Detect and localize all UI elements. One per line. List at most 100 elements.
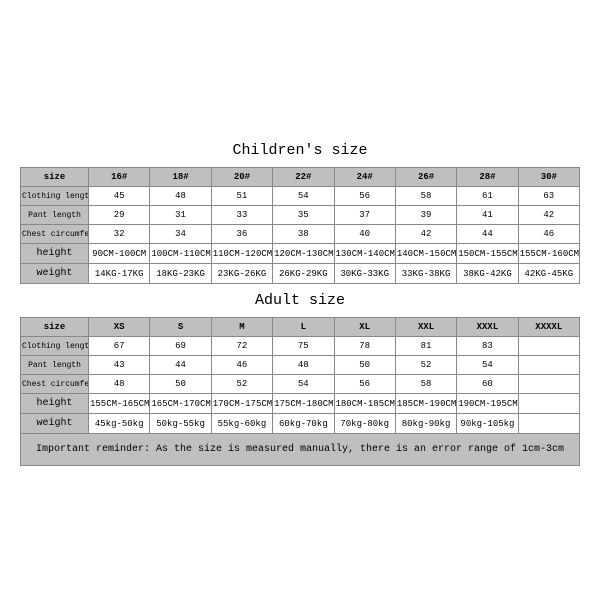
- data-cell: 67: [89, 337, 150, 356]
- data-cell: [518, 394, 579, 414]
- data-cell: 36: [211, 225, 272, 244]
- table-row: height155CM-165CM165CM-170CM170CM-175CM1…: [21, 394, 580, 414]
- data-cell: 61: [457, 187, 518, 206]
- data-cell: 48: [89, 375, 150, 394]
- table-row: Chest circumference 1/23234363840424446: [21, 225, 580, 244]
- table-row: Clothing length4548515456586163: [21, 187, 580, 206]
- data-cell: 120CM-130CM: [273, 244, 334, 264]
- row-label: weight: [21, 264, 89, 284]
- data-cell: 46: [518, 225, 579, 244]
- data-cell: 175CM-180CM: [273, 394, 334, 414]
- data-cell: 42KG-45KG: [518, 264, 579, 284]
- header-cell: XS: [89, 318, 150, 337]
- data-cell: 50: [150, 375, 211, 394]
- data-cell: 26KG-29KG: [273, 264, 334, 284]
- data-cell: 70kg-80kg: [334, 414, 395, 434]
- data-cell: 180CM-185CM: [334, 394, 395, 414]
- table-row: Pant length43444648505254: [21, 356, 580, 375]
- data-cell: 58: [395, 187, 456, 206]
- data-cell: 60: [457, 375, 518, 394]
- adult-table: size XS S M L XL XXL XXXL XXXXL Clothing…: [20, 317, 580, 434]
- data-cell: [518, 375, 579, 394]
- data-cell: 29: [89, 206, 150, 225]
- data-cell: 52: [395, 356, 456, 375]
- header-cell: XL: [334, 318, 395, 337]
- table-row: Chest circumference 1/248505254565860: [21, 375, 580, 394]
- row-label: height: [21, 394, 89, 414]
- data-cell: 81: [395, 337, 456, 356]
- data-cell: 170CM-175CM: [211, 394, 272, 414]
- header-cell: 26#: [395, 168, 456, 187]
- data-cell: 130CM-140CM: [334, 244, 395, 264]
- data-cell: 46: [211, 356, 272, 375]
- data-cell: 58: [395, 375, 456, 394]
- data-cell: 83: [457, 337, 518, 356]
- header-cell: 30#: [518, 168, 579, 187]
- header-cell: 18#: [150, 168, 211, 187]
- data-cell: 43: [89, 356, 150, 375]
- size-chart-container: Children's size size 16# 18# 20# 22# 24#…: [20, 134, 580, 466]
- data-cell: 69: [150, 337, 211, 356]
- header-cell: 22#: [273, 168, 334, 187]
- data-cell: 38KG-42KG: [457, 264, 518, 284]
- data-cell: 51: [211, 187, 272, 206]
- data-cell: [518, 356, 579, 375]
- data-cell: 80kg-90kg: [395, 414, 456, 434]
- header-cell: XXXXL: [518, 318, 579, 337]
- data-cell: 44: [150, 356, 211, 375]
- data-cell: 30KG-33KG: [334, 264, 395, 284]
- data-cell: 48: [273, 356, 334, 375]
- header-cell: 16#: [89, 168, 150, 187]
- data-cell: 45: [89, 187, 150, 206]
- row-label: Chest circumference 1/2: [21, 225, 89, 244]
- data-cell: 185CM-190CM: [395, 394, 456, 414]
- row-label: weight: [21, 414, 89, 434]
- data-cell: 42: [518, 206, 579, 225]
- data-cell: 150CM-155CM: [457, 244, 518, 264]
- data-cell: 54: [273, 375, 334, 394]
- header-cell: XXL: [395, 318, 456, 337]
- data-cell: 78: [334, 337, 395, 356]
- header-cell: S: [150, 318, 211, 337]
- data-cell: 54: [273, 187, 334, 206]
- table-row: height90CM-100CM100CM-110CM110CM-120CM12…: [21, 244, 580, 264]
- reminder-text: Important reminder: As the size is measu…: [20, 434, 580, 466]
- header-cell: 24#: [334, 168, 395, 187]
- data-cell: 56: [334, 187, 395, 206]
- data-cell: 48: [150, 187, 211, 206]
- data-cell: 60kg-70kg: [273, 414, 334, 434]
- data-cell: 23KG-26KG: [211, 264, 272, 284]
- data-cell: 165CM-170CM: [150, 394, 211, 414]
- header-cell: L: [273, 318, 334, 337]
- data-cell: 55kg-60kg: [211, 414, 272, 434]
- row-label: Chest circumference 1/2: [21, 375, 89, 394]
- data-cell: 42: [395, 225, 456, 244]
- data-cell: 38: [273, 225, 334, 244]
- row-label: height: [21, 244, 89, 264]
- data-cell: 90kg-105kg: [457, 414, 518, 434]
- data-cell: 54: [457, 356, 518, 375]
- data-cell: 33KG-38KG: [395, 264, 456, 284]
- data-cell: 50: [334, 356, 395, 375]
- table-row: weight45kg-50kg50kg-55kg55kg-60kg60kg-70…: [21, 414, 580, 434]
- data-cell: 39: [395, 206, 456, 225]
- data-cell: 35: [273, 206, 334, 225]
- data-cell: 50kg-55kg: [150, 414, 211, 434]
- header-cell: XXXL: [457, 318, 518, 337]
- table-row: weight14KG-17KG18KG-23KG23KG-26KG26KG-29…: [21, 264, 580, 284]
- header-cell: M: [211, 318, 272, 337]
- data-cell: 34: [150, 225, 211, 244]
- table-row: Pant length2931333537394142: [21, 206, 580, 225]
- header-cell: size: [21, 168, 89, 187]
- data-cell: 75: [273, 337, 334, 356]
- row-label: Clothing length: [21, 187, 89, 206]
- row-label: Pant length: [21, 206, 89, 225]
- adult-title: Adult size: [20, 284, 580, 317]
- data-cell: 63: [518, 187, 579, 206]
- adult-header-row: size XS S M L XL XXL XXXL XXXXL: [21, 318, 580, 337]
- data-cell: 18KG-23KG: [150, 264, 211, 284]
- data-cell: 33: [211, 206, 272, 225]
- children-header-row: size 16# 18# 20# 22# 24# 26# 28# 30#: [21, 168, 580, 187]
- data-cell: 72: [211, 337, 272, 356]
- children-table: size 16# 18# 20# 22# 24# 26# 28# 30# Clo…: [20, 167, 580, 284]
